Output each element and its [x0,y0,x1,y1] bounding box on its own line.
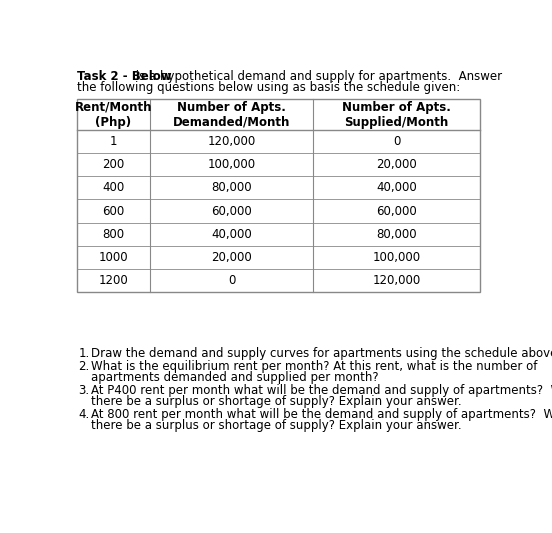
Text: 200: 200 [103,158,125,171]
Text: 60,000: 60,000 [376,205,417,217]
Text: 40,000: 40,000 [211,228,252,240]
Text: 600: 600 [103,205,125,217]
Text: Task 2 - Below: Task 2 - Below [77,70,171,83]
Text: Number of Apts.
Demanded/Month: Number of Apts. Demanded/Month [173,101,290,129]
Text: there be a surplus or shortage of supply? Explain your answer.: there be a surplus or shortage of supply… [91,419,461,432]
Text: 100,000: 100,000 [208,158,256,171]
Text: Rent/Month
(Php): Rent/Month (Php) [75,101,152,129]
Text: 120,000: 120,000 [372,274,421,287]
Text: At 800 rent per month what will be the demand and supply of apartments?  Will: At 800 rent per month what will be the d… [91,408,552,421]
Text: 20,000: 20,000 [211,251,252,264]
Text: 3.: 3. [78,384,89,397]
Text: is a hypothetical demand and supply for apartments.  Answer: is a hypothetical demand and supply for … [131,70,502,83]
Text: 120,000: 120,000 [208,135,256,148]
Text: 1.: 1. [78,348,89,360]
Text: 80,000: 80,000 [211,181,252,195]
Bar [77,99,480,292]
Text: 0: 0 [393,135,400,148]
Text: 60,000: 60,000 [211,205,252,217]
Text: 0: 0 [228,274,236,287]
Text: apartments demanded and supplied per month?: apartments demanded and supplied per mon… [91,371,378,384]
Text: 800: 800 [103,228,125,240]
Text: 400: 400 [103,181,125,195]
Text: 20,000: 20,000 [376,158,417,171]
Text: 80,000: 80,000 [376,228,417,240]
Text: What is the equilibrium rent per month? At this rent, what is the number of: What is the equilibrium rent per month? … [91,360,537,373]
Text: there be a surplus or shortage of supply? Explain your answer.: there be a surplus or shortage of supply… [91,395,461,408]
Text: 40,000: 40,000 [376,181,417,195]
Text: 100,000: 100,000 [373,251,421,264]
Text: 1: 1 [110,135,118,148]
Text: 2.: 2. [78,360,89,373]
Text: Number of Apts.
Supplied/Month: Number of Apts. Supplied/Month [342,101,451,129]
Text: the following questions below using as basis the schedule given:: the following questions below using as b… [77,82,460,94]
Text: 4.: 4. [78,408,89,421]
Text: 1200: 1200 [99,274,129,287]
Text: 1000: 1000 [99,251,129,264]
Text: Draw the demand and supply curves for apartments using the schedule above.: Draw the demand and supply curves for ap… [91,348,552,360]
Text: At P400 rent per month what will be the demand and supply of apartments?  Will: At P400 rent per month what will be the … [91,384,552,397]
